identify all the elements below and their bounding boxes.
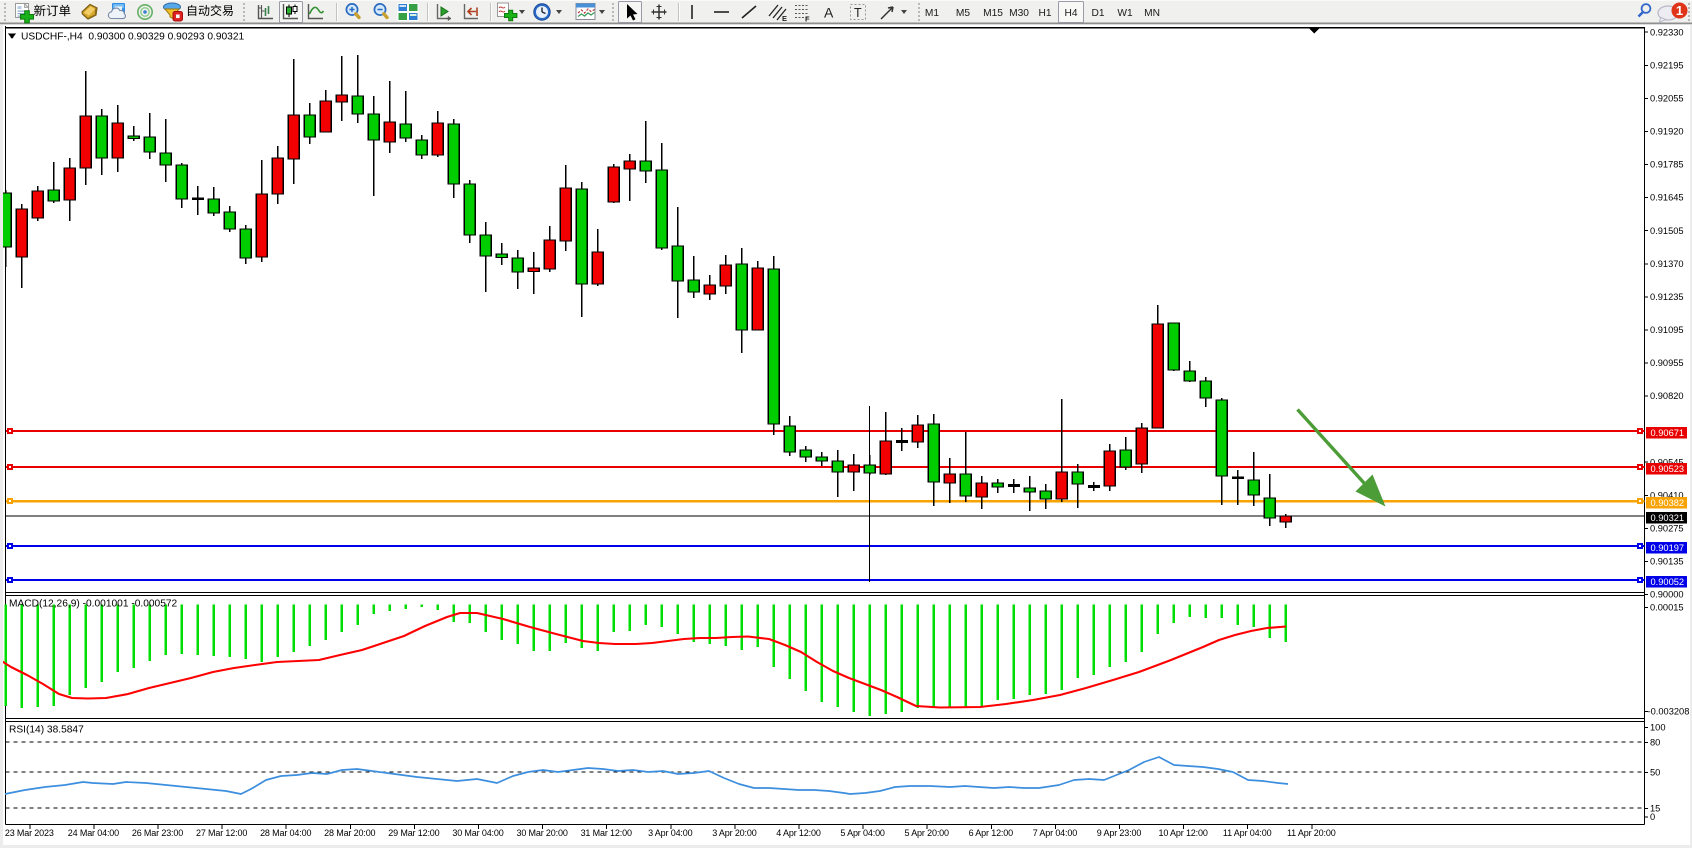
svg-text:0.90275: 0.90275: [1650, 524, 1684, 534]
svg-text:7 Apr 04:00: 7 Apr 04:00: [1033, 828, 1078, 838]
svg-text:0.90955: 0.90955: [1650, 358, 1684, 368]
svg-text:0.92055: 0.92055: [1650, 94, 1684, 104]
svg-text:9 Apr 23:00: 9 Apr 23:00: [1097, 828, 1142, 838]
svg-text:11 Apr 04:00: 11 Apr 04:00: [1223, 828, 1272, 838]
svg-text:MN: MN: [1144, 8, 1160, 19]
svg-text:0.90382: 0.90382: [1651, 498, 1685, 508]
svg-text:0.91505: 0.91505: [1650, 226, 1684, 236]
svg-text:4 Apr 12:00: 4 Apr 12:00: [776, 828, 821, 838]
svg-text:11 Apr 20:00: 11 Apr 20:00: [1287, 828, 1336, 838]
svg-text:5 Apr 20:00: 5 Apr 20:00: [905, 828, 950, 838]
svg-text:29 Mar 12:00: 29 Mar 12:00: [388, 828, 439, 838]
svg-text:3 Apr 04:00: 3 Apr 04:00: [648, 828, 693, 838]
svg-text:0.92195: 0.92195: [1650, 60, 1684, 70]
svg-text:80: 80: [1650, 738, 1660, 748]
svg-text:0.91370: 0.91370: [1650, 259, 1684, 269]
svg-text:0.90321: 0.90321: [1651, 513, 1685, 523]
svg-text:W1: W1: [1117, 8, 1133, 19]
svg-text:28 Mar 04:00: 28 Mar 04:00: [260, 828, 311, 838]
svg-text:0.90671: 0.90671: [1651, 428, 1685, 438]
svg-text:0.90820: 0.90820: [1650, 391, 1684, 401]
svg-text:0.90052: 0.90052: [1651, 577, 1685, 587]
svg-text:M5: M5: [956, 8, 970, 19]
svg-text:0.92330: 0.92330: [1650, 27, 1684, 37]
svg-text:28 Mar 20:00: 28 Mar 20:00: [324, 828, 375, 838]
svg-text:USDCHF-,H4 0.90300 0.90329 0.: USDCHF-,H4 0.90300 0.90329 0.90293 0.903…: [21, 32, 244, 43]
svg-text:T: T: [854, 6, 862, 20]
svg-text:100: 100: [1650, 723, 1666, 733]
svg-text:23 Mar 2023: 23 Mar 2023: [5, 828, 54, 838]
svg-text:0: 0: [1650, 812, 1655, 822]
svg-text:0.90523: 0.90523: [1651, 464, 1685, 474]
svg-text:MACD(12,26,9) -0.001001 -0.000: MACD(12,26,9) -0.001001 -0.000572: [9, 599, 178, 610]
svg-text:0.91785: 0.91785: [1650, 160, 1684, 170]
svg-text:M30: M30: [1009, 8, 1029, 19]
svg-text:H1: H1: [1038, 8, 1051, 19]
svg-text:6 Apr 12:00: 6 Apr 12:00: [969, 828, 1014, 838]
svg-text:30 Mar 04:00: 30 Mar 04:00: [452, 828, 503, 838]
svg-text:10 Apr 12:00: 10 Apr 12:00: [1158, 828, 1207, 838]
svg-text:H4: H4: [1064, 8, 1077, 19]
svg-text:24 Mar 04:00: 24 Mar 04:00: [68, 828, 119, 838]
svg-text:M15: M15: [983, 8, 1003, 19]
svg-text:30 Mar 20:00: 30 Mar 20:00: [516, 828, 567, 838]
svg-text:0.90000: 0.90000: [1650, 590, 1684, 600]
svg-text:26 Mar 23:00: 26 Mar 23:00: [132, 828, 183, 838]
svg-text:1: 1: [1676, 3, 1683, 18]
svg-text:M1: M1: [925, 8, 939, 19]
svg-text:3 Apr 20:00: 3 Apr 20:00: [712, 828, 757, 838]
svg-text:D1: D1: [1091, 8, 1104, 19]
svg-text:0.91645: 0.91645: [1650, 193, 1684, 203]
svg-text:0.91235: 0.91235: [1650, 292, 1684, 302]
svg-text:0.00015: 0.00015: [1650, 603, 1684, 613]
svg-text:A: A: [824, 5, 834, 21]
svg-text:15: 15: [1650, 804, 1660, 814]
svg-text:RSI(14) 38.5847: RSI(14) 38.5847: [9, 725, 84, 736]
svg-text:0.90135: 0.90135: [1650, 557, 1684, 567]
svg-text:0.90197: 0.90197: [1651, 543, 1685, 553]
svg-text:27 Mar 12:00: 27 Mar 12:00: [196, 828, 247, 838]
svg-text:31 Mar 12:00: 31 Mar 12:00: [581, 828, 632, 838]
svg-text:0.90545: 0.90545: [1650, 457, 1684, 467]
svg-text:50: 50: [1650, 768, 1660, 778]
svg-text:F: F: [805, 15, 810, 24]
svg-text:0.90410: 0.90410: [1650, 490, 1684, 500]
svg-text:5 Apr 04:00: 5 Apr 04:00: [840, 828, 885, 838]
svg-text:0.91095: 0.91095: [1650, 325, 1684, 335]
svg-text:E: E: [782, 14, 787, 23]
svg-text:-0.003208: -0.003208: [1648, 707, 1690, 717]
svg-text:0.91920: 0.91920: [1650, 127, 1684, 137]
